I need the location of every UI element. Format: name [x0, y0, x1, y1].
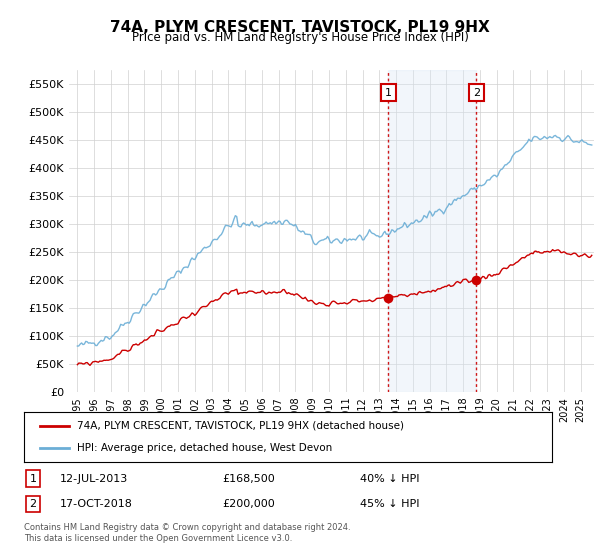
- Bar: [388, 70, 476, 392]
- Text: 17-OCT-2018: 17-OCT-2018: [60, 499, 133, 509]
- Text: Contains HM Land Registry data © Crown copyright and database right 2024.: Contains HM Land Registry data © Crown c…: [24, 523, 350, 532]
- Text: HPI: Average price, detached house, West Devon: HPI: Average price, detached house, West…: [77, 443, 332, 453]
- Text: £168,500: £168,500: [222, 474, 275, 484]
- Text: 74A, PLYM CRESCENT, TAVISTOCK, PL19 9HX (detached house): 74A, PLYM CRESCENT, TAVISTOCK, PL19 9HX …: [77, 421, 404, 431]
- Text: Price paid vs. HM Land Registry's House Price Index (HPI): Price paid vs. HM Land Registry's House …: [131, 31, 469, 44]
- Text: 74A, PLYM CRESCENT, TAVISTOCK, PL19 9HX: 74A, PLYM CRESCENT, TAVISTOCK, PL19 9HX: [110, 20, 490, 35]
- Text: 12-JUL-2013: 12-JUL-2013: [60, 474, 128, 484]
- Text: 1: 1: [385, 87, 392, 97]
- Text: This data is licensed under the Open Government Licence v3.0.: This data is licensed under the Open Gov…: [24, 534, 292, 543]
- Text: 1: 1: [29, 474, 37, 484]
- Text: 40% ↓ HPI: 40% ↓ HPI: [360, 474, 419, 484]
- Text: 45% ↓ HPI: 45% ↓ HPI: [360, 499, 419, 509]
- Text: 2: 2: [29, 499, 37, 509]
- Text: £200,000: £200,000: [222, 499, 275, 509]
- Text: 2: 2: [473, 87, 480, 97]
